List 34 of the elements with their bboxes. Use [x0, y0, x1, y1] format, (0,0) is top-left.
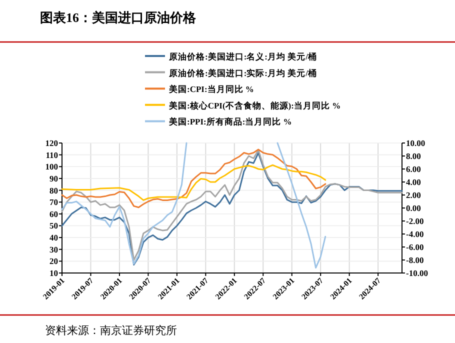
y-tick-label: 10: [50, 268, 58, 278]
line-series: [61, 148, 326, 208]
y-tick-label: 110: [46, 150, 58, 160]
y-tick-label: 20: [50, 256, 58, 266]
y2-tick-label: -8.00: [406, 255, 424, 265]
y-tick-label: 30: [50, 244, 58, 254]
line-series: [61, 164, 326, 201]
y-tick-label: 100: [45, 162, 58, 172]
y-tick-label: 70: [50, 197, 58, 208]
legend-label: 美国:核心CPI(不含食物、能源):当月同比 %: [168, 100, 341, 110]
y-tick-label: 60: [50, 208, 58, 219]
y2-tick-label: -4.00: [406, 229, 424, 239]
legend-label: 美国:CPI:当月同比 %: [168, 84, 254, 94]
line-series: [276, 142, 326, 269]
y2-tick-label: 4.00: [406, 177, 421, 187]
legend-label: 美国:PPI:所有商品:当月同比 %: [168, 116, 292, 127]
line-series: [61, 142, 188, 265]
text: 资料来源：南京证券研究所: [45, 324, 177, 337]
y2-tick-label: 6.00: [406, 164, 421, 174]
y-tick-label: 40: [50, 232, 58, 243]
y-tick-label: 50: [50, 220, 58, 231]
y-tick-label: 90: [50, 173, 58, 184]
y2-tick-label: 10.00: [406, 138, 426, 148]
y2-tick-label: -10.00: [406, 268, 428, 278]
y-tick-label: 120: [45, 138, 58, 148]
y2-tick-label: -2.00: [406, 216, 424, 226]
y2-tick-label: 2.00: [406, 190, 421, 200]
y2-tick-label: -6.00: [406, 242, 424, 252]
y2-tick-label: 8.00: [406, 151, 421, 161]
y-tick-label: 80: [50, 185, 58, 196]
legend-label: 原油价格:美国进口:名义:月均 美元/桶: [168, 52, 317, 62]
legend-label: 原油价格:美国进口:实际:月均 美元/桶: [168, 68, 317, 78]
y2-tick-label: 0.00: [406, 203, 421, 213]
chart-title: 图表16：美国进口原油价格: [40, 10, 197, 25]
